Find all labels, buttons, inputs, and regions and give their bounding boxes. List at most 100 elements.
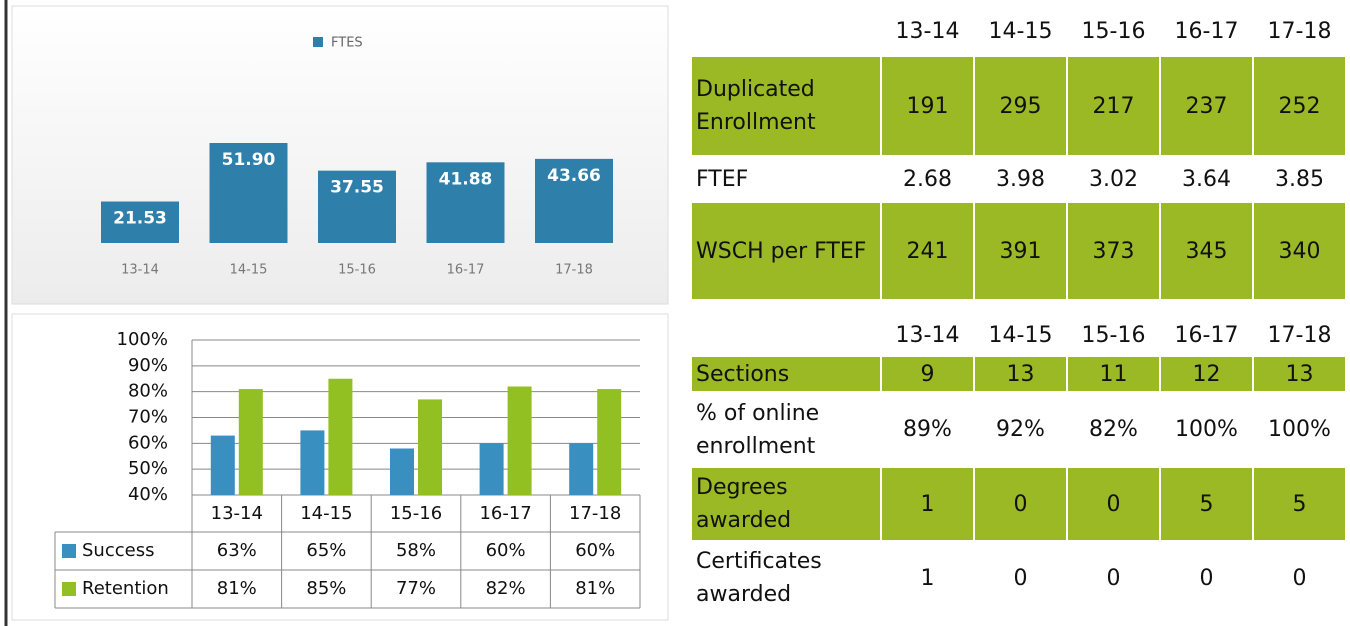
header-cell: 13-14 [880,5,975,57]
cell: 217 [1066,55,1161,157]
header-cell [690,5,882,57]
y-tick-label: 50% [128,458,168,479]
table-value: 77% [396,578,436,599]
y-tick-label: 40% [128,484,168,505]
cell: 191 [880,55,975,157]
x-tick-label: 14-15 [230,263,268,278]
value-label: 41.88 [439,169,493,189]
row: % of online enrollment 89% 92% 82% 100% 100% [690,391,1347,468]
cell: 0 [1066,540,1161,616]
value-label: 21.53 [113,209,167,229]
table-value: 60% [575,540,615,561]
table-value: 81% [575,578,615,599]
x-tick-label: 16-17 [479,503,531,524]
row: WSCH per FTEF 241 391 373 345 340 [690,201,1347,301]
cell: 13 [973,355,1068,393]
row: Duplicated Enrollment 191 295 217 237 252 [690,55,1347,157]
x-tick-label: 17-18 [569,503,621,524]
cell: 13 [1252,355,1347,393]
header-row: 13-14 14-15 15-16 16-17 17-18 [690,313,1347,357]
table: 13-14 14-15 15-16 16-17 17-18 Duplicated Enro… [690,5,1347,301]
header-cell: 15-16 [1066,313,1161,357]
cell: 1 [880,540,975,616]
cell: 3.02 [1066,155,1161,203]
row-label: FTEF [690,155,882,203]
row: Certificates awarded 1 0 0 0 0 [690,540,1347,616]
row-label: % of online enrollment [690,391,882,468]
x-tick-label: 14-15 [300,503,352,524]
bar [101,201,179,243]
cell: 0 [1066,466,1161,542]
cell: 241 [880,201,975,301]
legend-swatch [313,37,323,47]
cell: 12 [1159,355,1254,393]
header-cell: 14-15 [973,313,1068,357]
bar [569,443,594,495]
cell: 373 [1066,201,1161,301]
header-cell: 17-18 [1252,5,1347,57]
x-tick-label: 17-18 [555,263,593,278]
x-tick-label: 16-17 [447,263,485,278]
legend-swatch [62,582,76,596]
table-value: 81% [217,578,257,599]
bar [507,386,532,495]
charts: FTES 21.53 13-14 51.90 14-15 37.55 15-16 41.88 1… [4,0,669,626]
row-label: Degrees awarded [690,466,882,542]
cell: 252 [1252,55,1347,157]
cell: 9 [880,355,975,393]
table-value: 63% [217,540,257,561]
cell: 391 [973,201,1068,301]
bar [318,170,396,243]
bar [479,443,504,495]
row-label: Sections [690,355,882,393]
cell: 0 [1159,540,1254,616]
table-value: 82% [486,578,526,599]
cell: 11 [1066,355,1161,393]
legend-label: Retention [82,578,169,599]
cell: 5 [1252,466,1347,542]
y-tick-label: 60% [128,432,168,453]
bar [426,162,505,243]
row-label: Duplicated Enrollment [690,55,882,157]
x-tick-label: 13-14 [121,263,159,278]
cell: 92% [973,391,1068,468]
cell: 3.85 [1252,155,1347,203]
table-value: 58% [396,540,436,561]
y-tick-label: 80% [128,381,168,402]
cell: 100% [1159,391,1254,468]
y-tick-label: 70% [128,407,168,428]
chart-1-frame [11,5,669,305]
cell: 1 [880,466,975,542]
table: 13-14 14-15 15-16 16-17 17-18 Sections 9 13 11 12… [690,313,1347,616]
bar [238,389,263,495]
cell: 3.98 [973,155,1068,203]
bar [209,143,288,243]
x-tick-label: 13-14 [211,503,263,524]
row: FTEF 2.68 3.98 3.02 3.64 3.85 [690,155,1347,203]
table-value: 60% [486,540,526,561]
legend-label: FTES [331,36,363,51]
row: Degrees awarded 1 0 0 5 5 [690,466,1347,542]
cell: 0 [1252,540,1347,616]
cell: 2.68 [880,155,975,203]
y-tick-label: 100% [117,329,168,350]
x-tick-label: 15-16 [338,263,376,278]
header-row: 13-14 14-15 15-16 16-17 17-18 [690,5,1347,57]
cell: 5 [1159,466,1254,542]
row: Sections 9 13 11 12 13 [690,355,1347,393]
bar [300,430,325,495]
bar [597,389,622,495]
y-tick-label: 90% [128,355,168,376]
cell: 345 [1159,201,1254,301]
cell: 82% [1066,391,1161,468]
cell: 0 [973,540,1068,616]
value-label: 51.90 [222,150,276,170]
bar [328,378,353,495]
header-cell: 16-17 [1159,313,1254,357]
value-label: 43.66 [547,166,601,186]
cell: 295 [973,55,1068,157]
bar [535,158,613,243]
header-cell [690,313,882,357]
cell: 237 [1159,55,1254,157]
cell: 3.64 [1159,155,1254,203]
